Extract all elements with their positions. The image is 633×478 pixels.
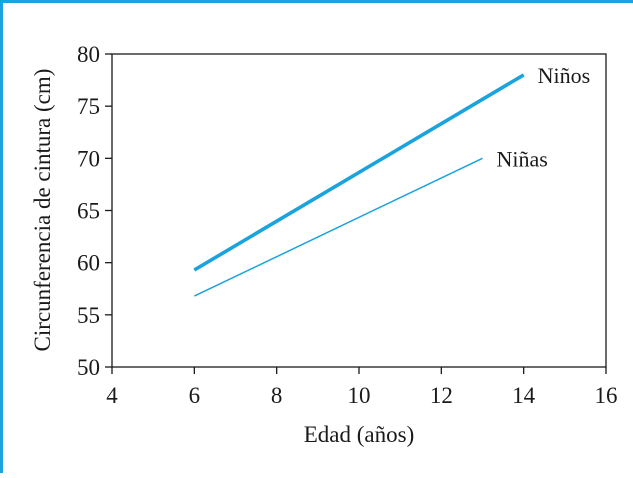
series-label-2: Niñas xyxy=(497,146,548,171)
y-tick-label: 55 xyxy=(77,303,100,328)
series-line-1 xyxy=(193,73,525,272)
x-tick-label: 6 xyxy=(189,383,201,408)
series-label-1: Niños xyxy=(538,63,591,88)
x-axis-title: Edad (años) xyxy=(304,422,415,447)
x-tick-label: 8 xyxy=(271,383,283,408)
series-line-2 xyxy=(193,157,483,297)
y-axis: 50 55 60 65 70 75 80 xyxy=(77,42,112,380)
y-tick-label: 65 xyxy=(77,199,100,224)
series-group: Niños Niñas xyxy=(193,63,591,297)
x-tick-label: 16 xyxy=(595,383,618,408)
x-tick-label: 10 xyxy=(348,383,371,408)
x-tick-label: 14 xyxy=(512,383,536,408)
y-tick-label: 75 xyxy=(77,94,100,119)
x-tick-label: 12 xyxy=(430,383,453,408)
y-tick-label: 80 xyxy=(77,42,100,67)
x-tick-label: 4 xyxy=(106,383,118,408)
y-tick-label: 60 xyxy=(77,251,100,276)
y-axis-title: Circunferencia de cintura (cm) xyxy=(30,69,55,352)
x-axis: 4 6 8 10 12 14 16 xyxy=(106,367,618,408)
y-tick-label: 50 xyxy=(77,355,100,380)
plot-area xyxy=(111,53,607,368)
y-tick-label: 70 xyxy=(77,146,100,171)
